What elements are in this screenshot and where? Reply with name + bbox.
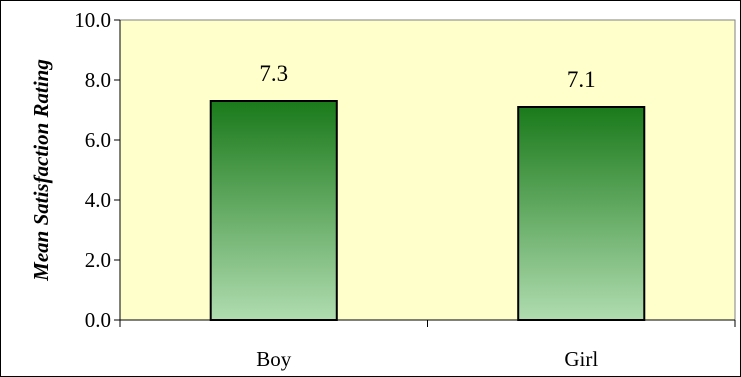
y-tick-label: 2.0 (85, 248, 111, 272)
x-tick-label-boy: Boy (256, 347, 292, 371)
y-tick-label: 10.0 (74, 8, 111, 32)
data-label-boy: 7.3 (259, 61, 288, 86)
y-tick-label: 6.0 (85, 128, 111, 152)
bar-boy (209, 100, 338, 321)
data-label-girl: 7.1 (567, 67, 596, 92)
y-tick-label: 0.0 (85, 308, 111, 332)
y-tick-label: 4.0 (85, 188, 111, 212)
x-tick-label-girl: Girl (564, 347, 598, 371)
y-tick-label: 8.0 (85, 68, 111, 92)
bar-girl (517, 106, 646, 321)
y-axis-title: Mean Satisfaction Rating (29, 59, 53, 282)
